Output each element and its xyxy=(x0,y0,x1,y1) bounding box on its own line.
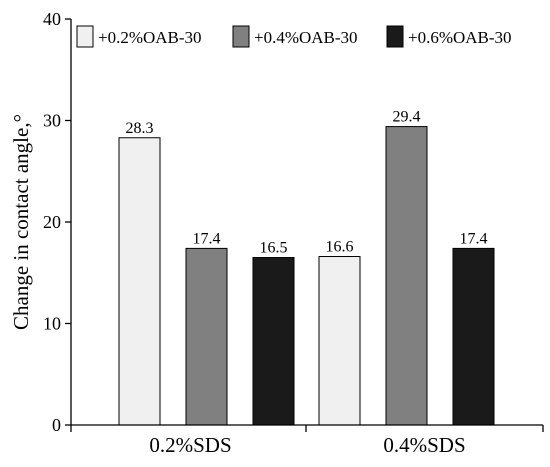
y-tick-label: 20 xyxy=(43,212,61,232)
data-label: 16.6 xyxy=(326,239,354,256)
data-label: 17.4 xyxy=(193,230,221,247)
data-label: 28.3 xyxy=(126,120,154,137)
x-ticks-group: 0.2%SDS 0.4%SDS xyxy=(70,425,544,457)
data-labels-group: 28.3 17.4 16.5 16.6 29.4 17.4 xyxy=(126,109,488,257)
y-tick-label: 0 xyxy=(52,415,61,435)
data-label: 29.4 xyxy=(393,109,421,126)
legend-entry: +0.4%OAB-30 xyxy=(254,28,358,47)
category-label: 0.4%SDS xyxy=(383,433,465,457)
y-tick-label: 30 xyxy=(43,111,61,131)
bars-group xyxy=(118,126,495,426)
bar xyxy=(118,137,161,426)
legend-entry: +0.6%OAB-30 xyxy=(408,28,512,47)
data-label: 16.5 xyxy=(260,240,288,257)
bar xyxy=(385,126,428,426)
y-axis-label: Change in contact angle,° xyxy=(9,114,33,330)
y-tick-label: 40 xyxy=(43,9,61,29)
legend: +0.2%OAB-30 +0.4%OAB-30 +0.6%OAB-30 xyxy=(76,25,512,48)
bar xyxy=(185,247,228,426)
legend-swatch xyxy=(232,25,250,48)
y-ticks-group: 0 10 20 30 40 xyxy=(43,9,71,435)
category-label: 0.2%SDS xyxy=(149,433,231,457)
bar xyxy=(452,247,495,426)
y-tick-label: 10 xyxy=(43,314,61,334)
legend-entry: +0.2%OAB-30 xyxy=(98,28,202,47)
legend-swatch xyxy=(76,25,94,48)
data-label: 17.4 xyxy=(460,230,488,247)
legend-swatch xyxy=(386,25,404,48)
bar xyxy=(252,257,295,426)
bar xyxy=(318,256,361,426)
